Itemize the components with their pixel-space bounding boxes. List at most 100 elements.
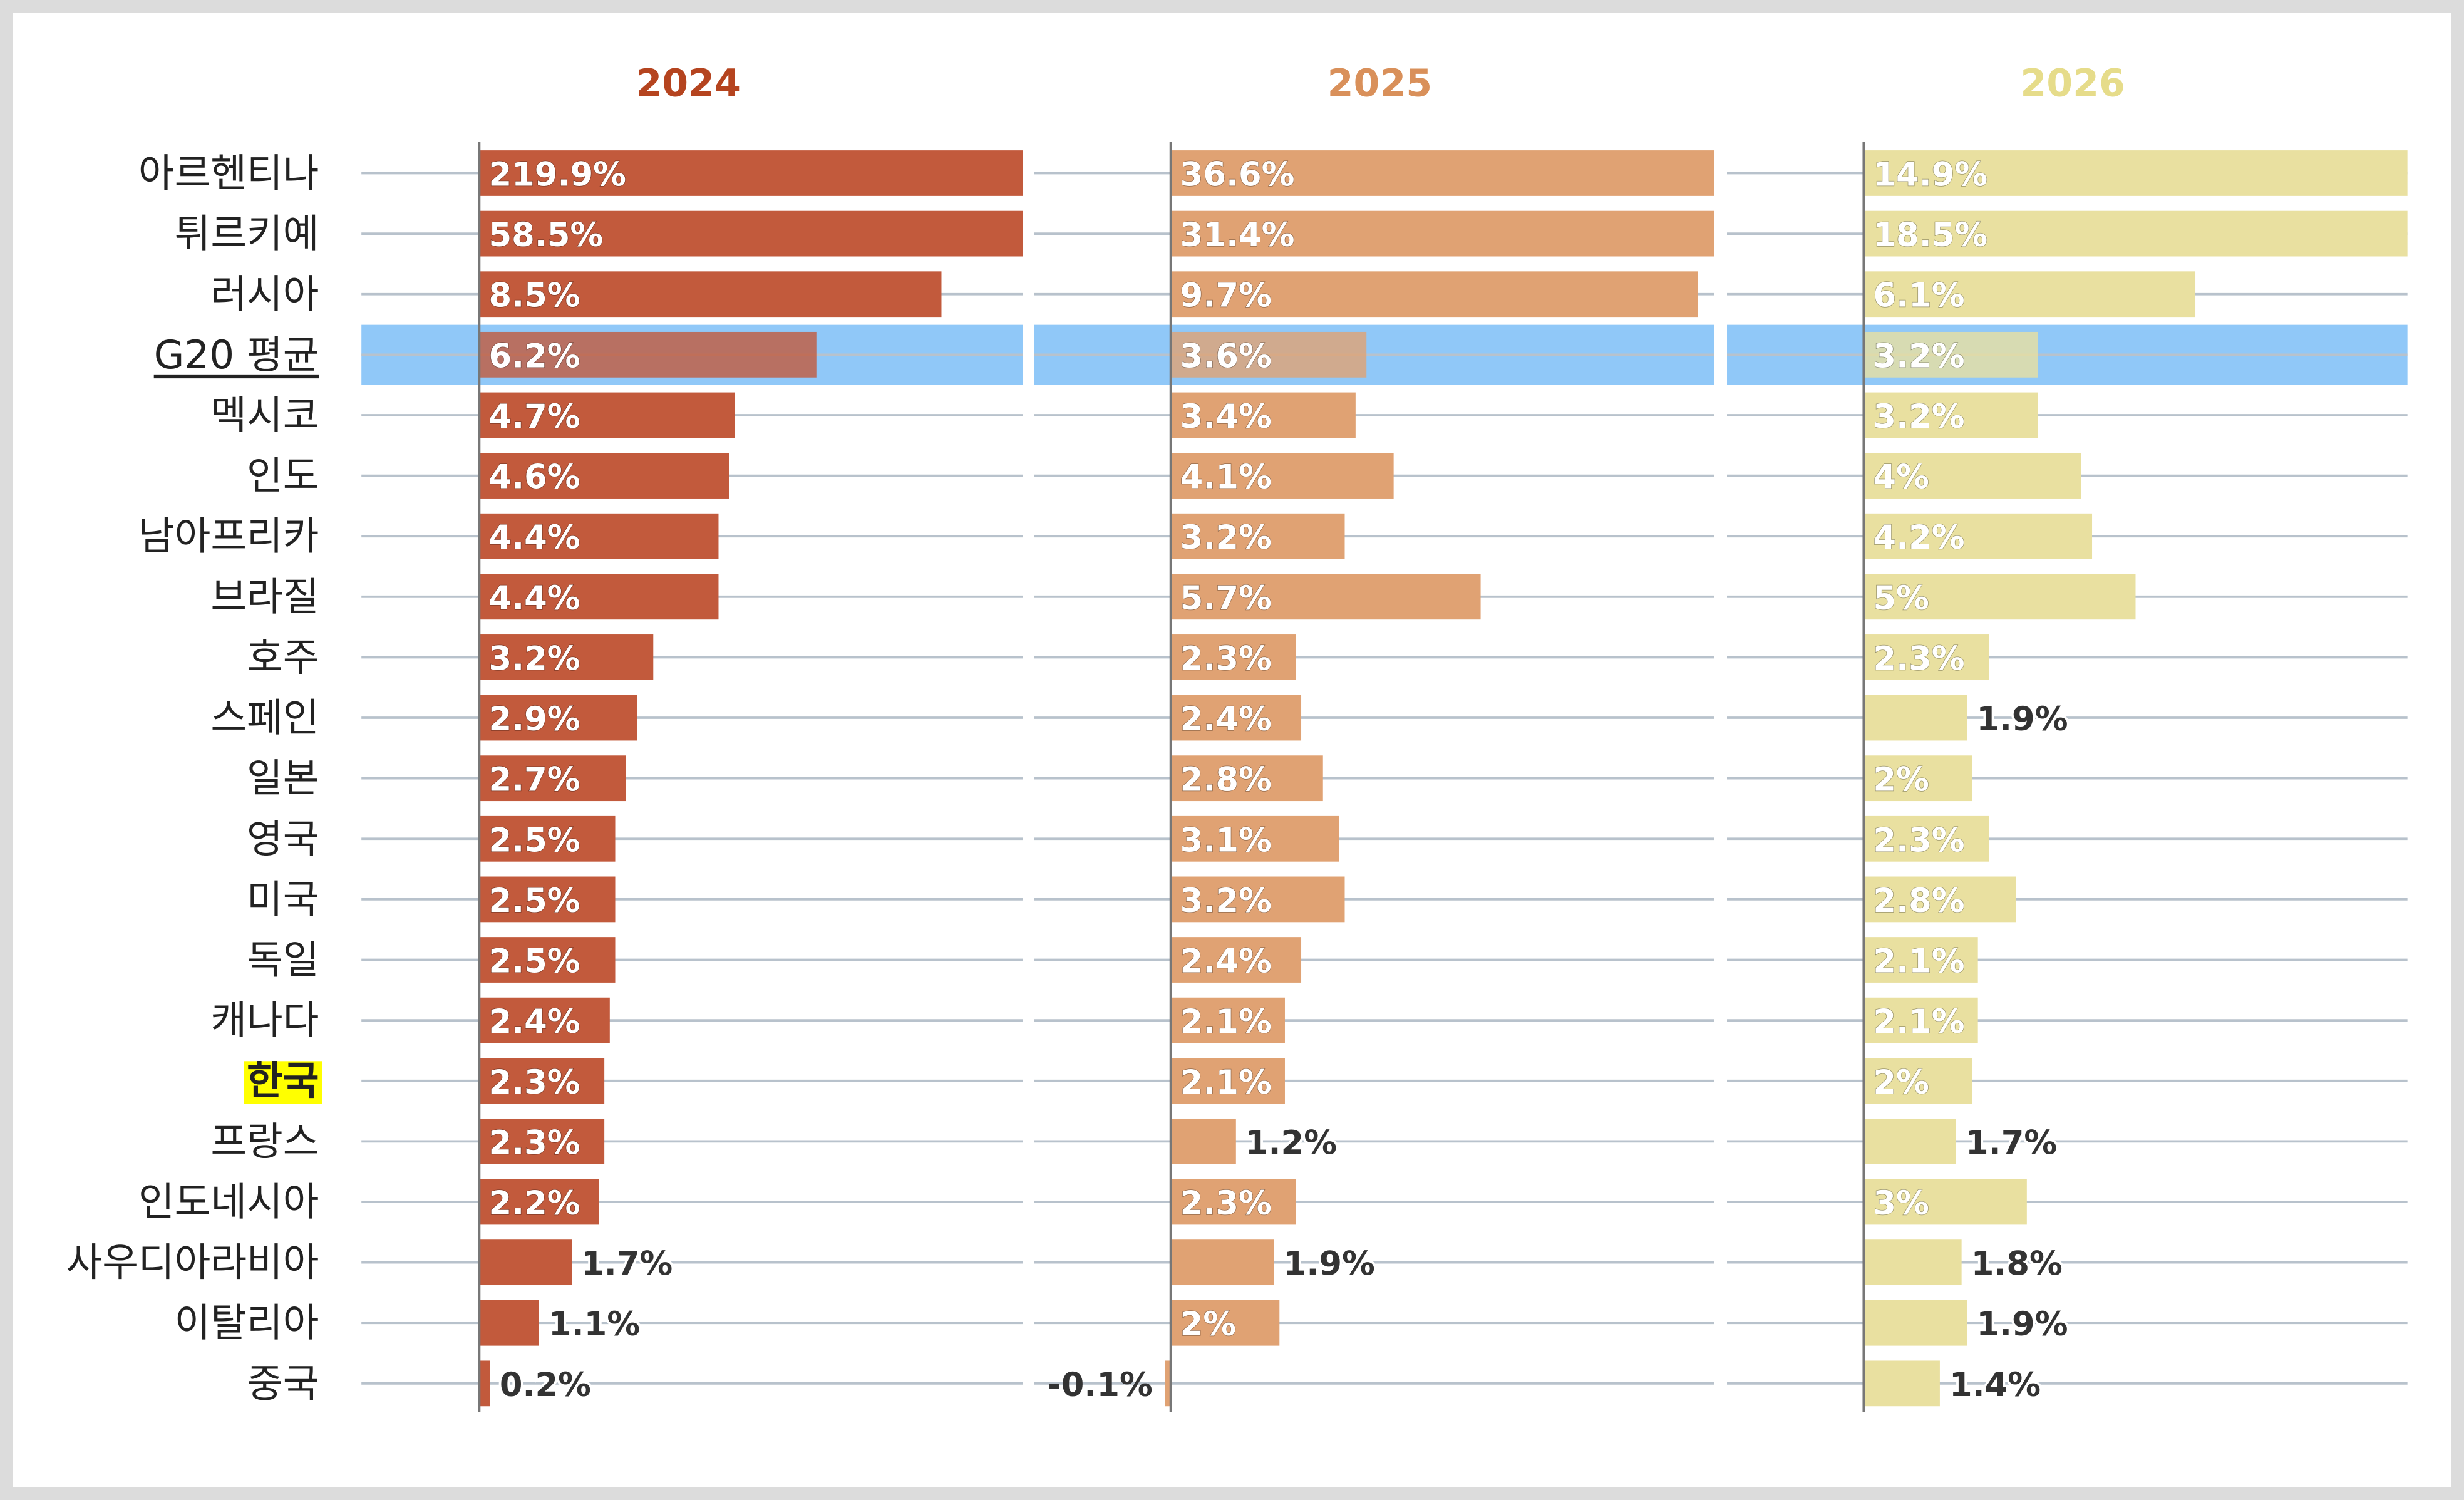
value-label: 2.3% [488, 1124, 580, 1162]
value-label: 2.8% [1180, 761, 1272, 799]
value-label: 2.9% [488, 700, 580, 738]
value-label: 2.5% [488, 943, 580, 981]
bar [1863, 210, 2408, 257]
bar [479, 1239, 572, 1286]
value-label: 4.4% [488, 519, 580, 557]
bar [1863, 876, 2016, 923]
bar [479, 574, 719, 620]
bar [1863, 392, 2038, 438]
value-label: 58.5% [488, 216, 603, 254]
value-label: 2.4% [1180, 700, 1272, 738]
category-label: 인도네시아 [138, 1179, 319, 1225]
panel-title: 2024 [636, 61, 741, 105]
value-label: 9.7% [1180, 277, 1272, 315]
category-label: 인도 [247, 453, 319, 499]
bar [1863, 1360, 1940, 1407]
category-label: 중국 [247, 1360, 319, 1406]
value-label: 2.1% [1873, 943, 1964, 981]
value-label: 2.3% [488, 1063, 580, 1102]
value-label: 2% [1873, 761, 1929, 799]
category-label: 영국 [247, 816, 319, 862]
bar [1863, 1239, 1962, 1286]
bar [479, 1300, 539, 1346]
category-label: 캐나다 [210, 998, 319, 1043]
bar [1863, 755, 1973, 802]
bar [1170, 271, 1698, 318]
value-label: 1.2% [1245, 1124, 1337, 1162]
bar [1863, 815, 1989, 862]
value-label: 1.7% [1966, 1124, 2057, 1162]
value-label: -0.1% [1048, 1366, 1153, 1404]
value-label: 4.7% [488, 398, 580, 436]
value-label: 2.3% [1180, 1184, 1272, 1223]
bar [1170, 1058, 1285, 1104]
bar [1170, 997, 1285, 1043]
value-label: 1.1% [549, 1305, 640, 1343]
bar [1863, 150, 2408, 196]
bar [1863, 634, 1989, 680]
value-label: 2.3% [1180, 639, 1272, 678]
value-label: 1.8% [1971, 1245, 2063, 1283]
value-label: 31.4% [1180, 216, 1295, 254]
bar [1170, 937, 1302, 983]
bar [1170, 453, 1394, 499]
bar [479, 1058, 605, 1104]
bar [1863, 1058, 1973, 1104]
bar [1170, 513, 1345, 559]
category-label: 러시아 [210, 271, 319, 317]
value-label: 3.2% [1873, 398, 1964, 436]
bar [479, 392, 735, 438]
category-label: 남아프리카 [138, 514, 319, 559]
panel [1863, 150, 2408, 1407]
panel-title: 2025 [1327, 61, 1433, 105]
category-label: 독일 [247, 937, 319, 983]
panel-title: 2026 [2020, 61, 2125, 105]
bar [479, 634, 654, 680]
bar [479, 1118, 605, 1164]
bar [1170, 815, 1339, 862]
bar [479, 1360, 490, 1407]
bar [479, 271, 942, 318]
value-label: 6.2% [488, 337, 580, 375]
value-label: 2.5% [488, 882, 580, 920]
bar [479, 695, 637, 741]
value-label: 4% [1873, 458, 1929, 497]
bar [1863, 271, 2196, 318]
value-label: 5.7% [1180, 579, 1272, 618]
value-label: 2% [1180, 1305, 1236, 1343]
category-label: 일본 [247, 755, 319, 801]
bar [479, 815, 616, 862]
value-label: 4.1% [1180, 458, 1272, 497]
value-label: 3.1% [1180, 821, 1272, 859]
value-label: 3.2% [1180, 519, 1272, 557]
bar [1863, 937, 1978, 983]
bar [1170, 695, 1302, 741]
bar [479, 755, 626, 802]
panel [1165, 150, 1714, 1407]
value-label: 6.1% [1873, 277, 1964, 315]
category-label: 이탈리아 [175, 1300, 319, 1346]
category-label: 프랑스 [210, 1119, 319, 1164]
bar [1170, 1239, 1274, 1286]
value-label: 2.4% [488, 1003, 580, 1041]
value-label: 2.1% [1180, 1003, 1272, 1041]
value-label: 18.5% [1873, 216, 1987, 254]
value-label: 2.7% [488, 761, 580, 799]
bar [1863, 695, 1967, 741]
value-label: 219.9% [488, 155, 626, 194]
bar [1170, 392, 1356, 438]
value-label: 8.5% [488, 277, 580, 315]
category-label: G20 평균 [154, 332, 319, 378]
value-label: 2.8% [1873, 882, 1964, 920]
value-label: 1.9% [1284, 1245, 1375, 1283]
bar [1863, 1179, 2027, 1225]
value-label: 1.9% [1976, 1305, 2068, 1343]
category-label: 스페인 [210, 695, 319, 741]
bar [1165, 1360, 1171, 1407]
bar [1863, 1118, 1956, 1164]
category-label: 호주 [247, 634, 319, 680]
bar [1863, 453, 2081, 499]
value-label: 2.3% [1873, 639, 1964, 678]
value-label: 1.4% [1949, 1366, 2041, 1404]
